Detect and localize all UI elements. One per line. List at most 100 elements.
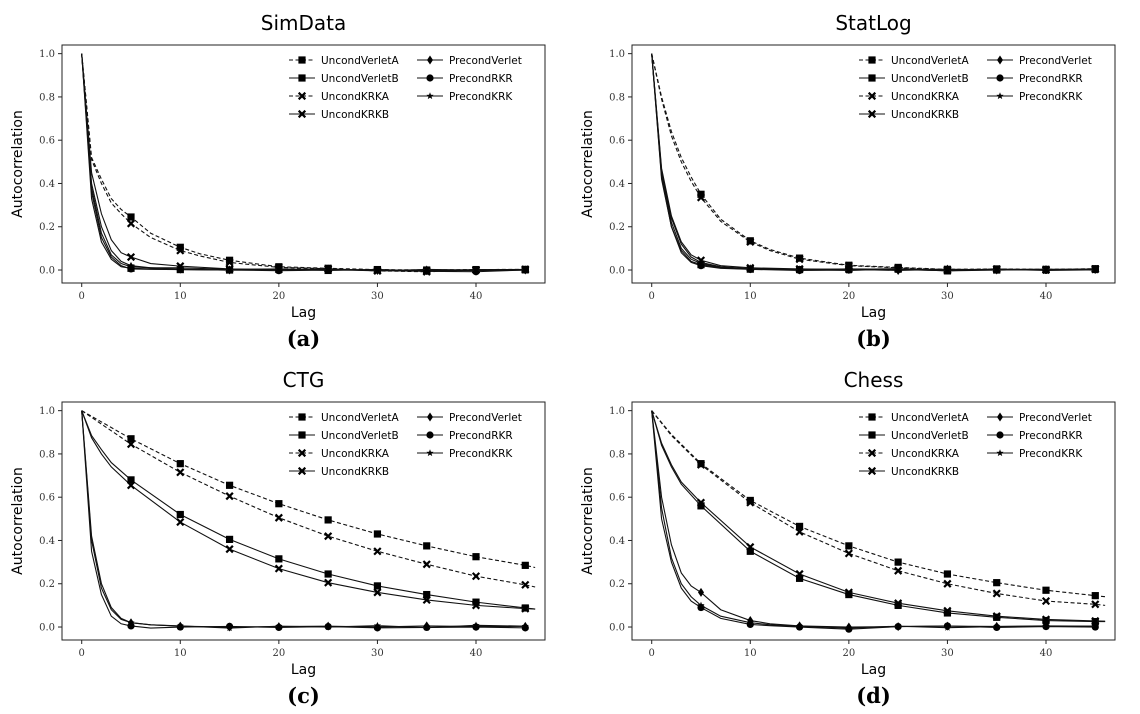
data-point <box>176 468 185 477</box>
data-point <box>423 590 431 599</box>
series-PrecondVerlet <box>81 53 529 276</box>
series-line <box>81 410 526 629</box>
series-UncondKRKB <box>81 410 536 613</box>
chart-title: StatLog <box>835 11 911 35</box>
y-tick-label: 1.0 <box>39 49 55 60</box>
data-point <box>225 258 234 267</box>
data-point <box>373 621 382 629</box>
legend-marker <box>867 466 877 476</box>
x-axis-label: Lag <box>291 305 316 321</box>
legend-item: UncondVerletA <box>859 55 969 67</box>
data-point <box>176 243 184 251</box>
legend: UncondVerletA UncondVerletB UncondKRKA Unco… <box>859 55 1092 121</box>
data-point <box>176 518 185 527</box>
data-point <box>373 267 382 274</box>
data-point <box>225 535 234 543</box>
series-line <box>651 410 1096 630</box>
legend-marker <box>426 431 434 439</box>
data-point <box>845 266 853 274</box>
data-point <box>127 265 135 273</box>
data-point <box>746 498 755 507</box>
legend-item: PrecondKRK <box>987 448 1083 460</box>
legend-label: PrecondRKR <box>1019 73 1083 85</box>
legend-item: PrecondKRK <box>987 91 1083 103</box>
legend-label: UncondVerletA <box>891 55 969 67</box>
data-point <box>943 606 952 615</box>
legend-marker <box>997 55 1003 65</box>
legend-label: PrecondRKR <box>449 430 513 442</box>
data-point <box>324 623 332 631</box>
x-tick-label: 20 <box>272 648 285 659</box>
y-tick-label: 0.8 <box>39 92 55 103</box>
legend-item: UncondKRKB <box>289 109 389 121</box>
legend-label: UncondVerletB <box>321 73 399 85</box>
plot-area <box>631 44 1116 284</box>
data-point <box>697 601 705 609</box>
series-line <box>81 53 526 272</box>
data-point <box>521 622 529 630</box>
data-point <box>472 621 480 629</box>
x-axis-label: Lag <box>861 305 886 321</box>
data-point <box>373 530 382 538</box>
x-tick-label: 40 <box>1040 291 1053 302</box>
x-tick-label: 40 <box>470 648 483 659</box>
plot-area <box>61 401 546 641</box>
legend-label: UncondVerletB <box>891 73 969 85</box>
panel-sublabel: (c) <box>287 683 320 708</box>
data-point <box>324 570 332 578</box>
data-point <box>423 623 431 631</box>
legend-label: PrecondKRK <box>1019 448 1083 460</box>
data-point <box>1091 592 1099 600</box>
data-point <box>127 435 135 443</box>
data-point <box>521 561 529 569</box>
series-PrecondKRK <box>81 53 529 274</box>
legend-label: UncondVerletB <box>321 430 399 442</box>
legend-item: PrecondRKR <box>987 73 1083 85</box>
panel-sublabel: (d) <box>856 683 891 708</box>
legend-marker <box>996 449 1004 457</box>
legend-item: UncondKRKB <box>859 109 959 121</box>
legend-marker <box>868 56 876 64</box>
legend-item: PrecondKRK <box>417 448 513 460</box>
data-point <box>943 623 952 631</box>
data-point <box>746 264 754 272</box>
chart-title: CTG <box>283 368 325 392</box>
series-PrecondKRK <box>81 410 529 632</box>
legend-marker <box>427 412 433 422</box>
legend-item: PrecondVerlet <box>417 55 522 67</box>
legend-label: UncondKRKA <box>321 91 390 103</box>
legend-item: UncondVerletA <box>289 412 399 424</box>
data-point <box>127 213 135 221</box>
x-tick-label: 10 <box>744 648 757 659</box>
series-line <box>651 53 1096 272</box>
data-point <box>274 513 283 522</box>
series-PrecondRKR <box>81 53 529 276</box>
data-point <box>176 264 184 271</box>
legend-marker <box>868 413 876 421</box>
legend-label: UncondKRKB <box>891 466 959 478</box>
data-point <box>176 246 185 255</box>
data-point <box>943 579 952 588</box>
data-point <box>521 580 530 589</box>
x-tick-label: 30 <box>371 648 384 659</box>
legend-label: UncondVerletA <box>891 412 969 424</box>
data-point <box>422 560 431 569</box>
legend-marker <box>997 412 1003 422</box>
x-tick-label: 30 <box>941 648 954 659</box>
legend-label: PrecondKRK <box>449 448 513 460</box>
data-point <box>894 558 902 566</box>
panel-sublabel: (a) <box>287 326 320 351</box>
data-point <box>127 476 135 484</box>
legend-item: PrecondKRK <box>417 91 513 103</box>
legend-item: PrecondVerlet <box>987 55 1092 67</box>
y-tick-label: 0.6 <box>609 136 625 147</box>
series-UncondKRKA <box>651 53 1100 274</box>
y-tick-label: 1.0 <box>39 406 55 417</box>
legend-label: UncondKRKA <box>321 448 390 460</box>
legend-marker <box>298 431 306 439</box>
x-tick-label: 10 <box>174 648 187 659</box>
y-tick-label: 0.8 <box>609 92 625 103</box>
y-tick-label: 0.8 <box>39 449 55 460</box>
legend-label: PrecondVerlet <box>449 55 522 67</box>
data-point <box>275 555 283 563</box>
